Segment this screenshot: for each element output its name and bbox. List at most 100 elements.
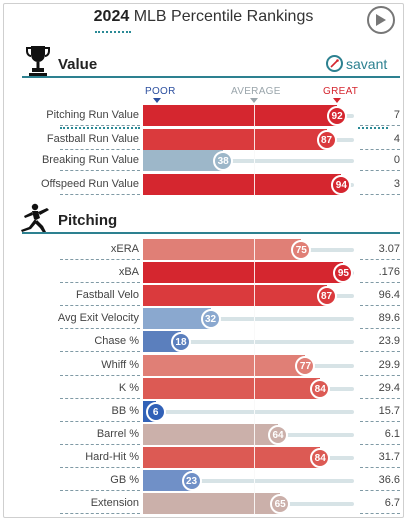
selected-row-marker	[60, 127, 140, 129]
metric-value: 36.6	[378, 474, 400, 486]
label-divider	[60, 398, 140, 399]
percentile-badge: 6	[145, 402, 166, 422]
metric-value: 3.07	[378, 243, 400, 255]
play-button[interactable]	[367, 6, 395, 34]
percentile-bar	[143, 424, 279, 445]
pitching-row[interactable]: xERA 75 3.07	[0, 238, 407, 262]
value-divider	[360, 444, 400, 445]
savant-brand-label: savant	[346, 55, 388, 72]
percentile-badge: 38	[213, 151, 234, 171]
label-divider	[60, 490, 140, 491]
percentile-bar	[143, 150, 224, 171]
value-divider	[360, 149, 400, 150]
pitching-row[interactable]: Avg Exit Velocity 32 89.6	[0, 307, 407, 331]
pitching-row[interactable]: Barrel % 64 6.1	[0, 423, 407, 447]
trophy-icon	[25, 44, 51, 83]
metric-label: Fastball Velo	[76, 289, 139, 301]
metric-label: Extension	[90, 497, 139, 509]
percentile-badge: 18	[170, 332, 191, 352]
pitching-row[interactable]: Hard-Hit % 84 31.7	[0, 446, 407, 470]
metric-label: K %	[118, 382, 139, 394]
scale-great: GREAT	[323, 86, 359, 97]
pitching-row[interactable]: K % 84 29.4	[0, 377, 407, 401]
value-divider	[360, 170, 400, 171]
value-row[interactable]: Offspeed Run Value 94 3	[0, 173, 407, 197]
metric-label: Breaking Run Value	[41, 154, 139, 166]
percentile-badge: 87	[316, 130, 337, 150]
label-divider	[60, 444, 140, 445]
title-underline	[95, 31, 131, 33]
label-divider	[60, 194, 140, 195]
pitching-row[interactable]: Chase % 18 23.9	[0, 330, 407, 354]
percentile-badge: 75	[291, 240, 312, 260]
pitching-row[interactable]: Whiff % 77 29.9	[0, 354, 407, 378]
value-divider	[360, 305, 400, 306]
scale-great-marker	[333, 98, 341, 103]
metric-label: Pitching Run Value	[46, 109, 139, 121]
value-row[interactable]: Fastball Run Value 87 4	[0, 128, 407, 152]
percentile-bar	[143, 129, 327, 150]
metric-label: Barrel %	[96, 428, 139, 440]
label-divider	[60, 125, 140, 126]
value-divider	[360, 194, 400, 195]
percentile-bar	[143, 378, 321, 399]
value-section-title: Value	[58, 56, 98, 73]
value-section-rule	[22, 76, 400, 78]
metric-value: 6.1	[384, 428, 400, 440]
value-divider	[360, 351, 400, 352]
label-divider	[60, 305, 140, 306]
pitching-row[interactable]: BB % 6 15.7	[0, 400, 407, 424]
pitching-row[interactable]: GB % 23 36.6	[0, 469, 407, 493]
selected-value-marker	[358, 127, 388, 129]
metric-label: Hard-Hit %	[85, 451, 139, 463]
value-divider	[360, 282, 400, 283]
pitching-row[interactable]: Extension 65 6.7	[0, 492, 407, 516]
value-divider	[360, 375, 400, 376]
metric-value: 15.7	[378, 405, 400, 417]
percentile-bar	[143, 285, 327, 306]
percentile-badge: 65	[270, 494, 291, 514]
metric-label: Avg Exit Velocity	[57, 312, 139, 324]
play-icon	[376, 14, 386, 26]
percentile-badge: 94	[331, 175, 352, 195]
percentile-bar	[143, 447, 321, 468]
savant-brand[interactable]: savant	[326, 55, 387, 72]
metric-value: 89.6	[378, 312, 400, 324]
metric-value: .176	[378, 266, 400, 278]
metric-label: Fastball Run Value	[46, 133, 139, 145]
percentile-track	[143, 317, 354, 321]
value-divider	[360, 421, 400, 422]
scale-average-marker	[250, 98, 258, 103]
metric-value: 23.9	[378, 335, 400, 347]
title-text: MLB Percentile Rankings	[133, 8, 314, 25]
metric-label: Offspeed Run Value	[40, 178, 139, 190]
scale-poor: POOR	[145, 86, 176, 97]
percentile-badge: 32	[200, 309, 221, 329]
label-divider	[60, 421, 140, 422]
percentile-badge: 84	[310, 448, 331, 468]
percentile-bar	[143, 239, 302, 260]
value-divider	[360, 490, 400, 491]
label-divider	[60, 467, 140, 468]
label-divider	[60, 170, 140, 171]
metric-value: 7	[393, 109, 400, 121]
percentile-badge: 23	[181, 471, 202, 491]
percentile-bar	[143, 470, 192, 491]
percentile-bar	[143, 174, 342, 195]
percentile-track	[143, 479, 354, 483]
value-divider	[360, 513, 400, 514]
value-divider	[360, 398, 400, 399]
metric-value: 96.4	[378, 289, 400, 301]
percentile-bar	[143, 262, 344, 283]
value-divider	[360, 259, 400, 260]
title-year: 2024	[93, 8, 130, 25]
value-row[interactable]: Breaking Run Value 38 0	[0, 149, 407, 173]
value-divider	[360, 328, 400, 329]
value-row[interactable]: Pitching Run Value 92 7	[0, 104, 407, 128]
label-divider	[60, 328, 140, 329]
percentile-badge: 84	[310, 379, 331, 399]
percentile-badge: 64	[268, 425, 289, 445]
pitching-row[interactable]: xBA 95 .176	[0, 261, 407, 285]
pitching-row[interactable]: Fastball Velo 87 96.4	[0, 284, 407, 308]
metric-label: xBA	[118, 266, 139, 278]
